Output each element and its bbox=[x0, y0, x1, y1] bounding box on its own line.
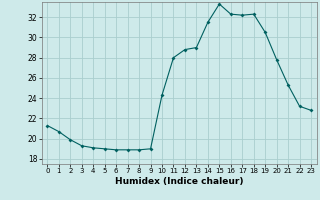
X-axis label: Humidex (Indice chaleur): Humidex (Indice chaleur) bbox=[115, 177, 244, 186]
